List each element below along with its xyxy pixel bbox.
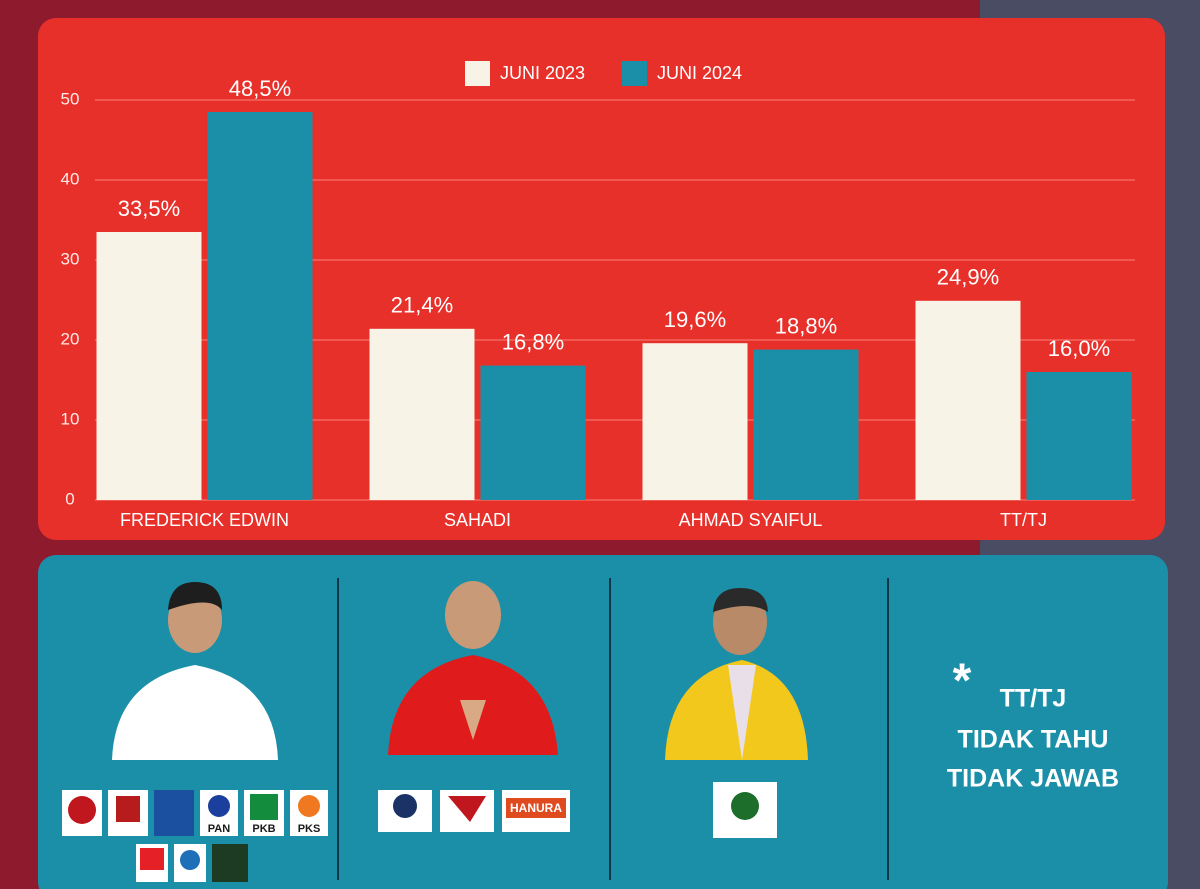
- logo-label: PAN: [208, 823, 230, 835]
- value-label: 48,5%: [229, 76, 291, 101]
- bar: [1026, 372, 1132, 500]
- photo: [112, 582, 278, 760]
- note-mark: *: [953, 655, 972, 708]
- note-line: TIDAK JAWAB: [947, 765, 1119, 793]
- y-tick-label: 30: [61, 249, 80, 268]
- value-label: 21,4%: [391, 293, 453, 318]
- logo-label: HANURA: [510, 801, 562, 815]
- value-label: 16,8%: [502, 329, 564, 354]
- bar: [480, 365, 586, 500]
- value-label: 18,8%: [775, 313, 837, 338]
- legend-swatch: [465, 61, 490, 86]
- legend-label: JUNI 2024: [657, 63, 742, 83]
- x-tick-label: FREDERICK EDWIN: [120, 510, 289, 530]
- y-tick-label: 20: [61, 329, 80, 348]
- value-label: 24,9%: [937, 265, 999, 290]
- note-line: TIDAK TAHU: [958, 726, 1109, 754]
- bar: [96, 232, 202, 500]
- value-label: 33,5%: [118, 196, 180, 221]
- y-tick-label: 50: [61, 89, 80, 108]
- y-tick-label: 0: [65, 489, 74, 508]
- logos: [62, 782, 777, 882]
- legend-swatch: [622, 61, 647, 86]
- x-tick-label: TT/TJ: [1000, 510, 1047, 530]
- logo-label: PKS: [298, 823, 321, 835]
- logo-label: PKB: [252, 823, 275, 835]
- note-line: TT/TJ: [1000, 685, 1067, 713]
- bar: [642, 343, 748, 500]
- bar: [753, 349, 859, 500]
- x-tick-label: SAHADI: [444, 510, 511, 530]
- bar: [915, 300, 1021, 500]
- y-tick-label: 40: [61, 169, 80, 188]
- bar: [369, 328, 475, 500]
- x-tick-label: AHMAD SYAIFUL: [679, 510, 823, 530]
- value-label: 19,6%: [664, 307, 726, 332]
- legend-label: JUNI 2023: [500, 63, 585, 83]
- bar: [207, 112, 313, 500]
- value-label: 16,0%: [1048, 336, 1110, 361]
- photo: [388, 581, 558, 755]
- y-tick-label: 10: [61, 409, 80, 428]
- chart-panel: [38, 18, 1165, 540]
- photo: [665, 588, 808, 760]
